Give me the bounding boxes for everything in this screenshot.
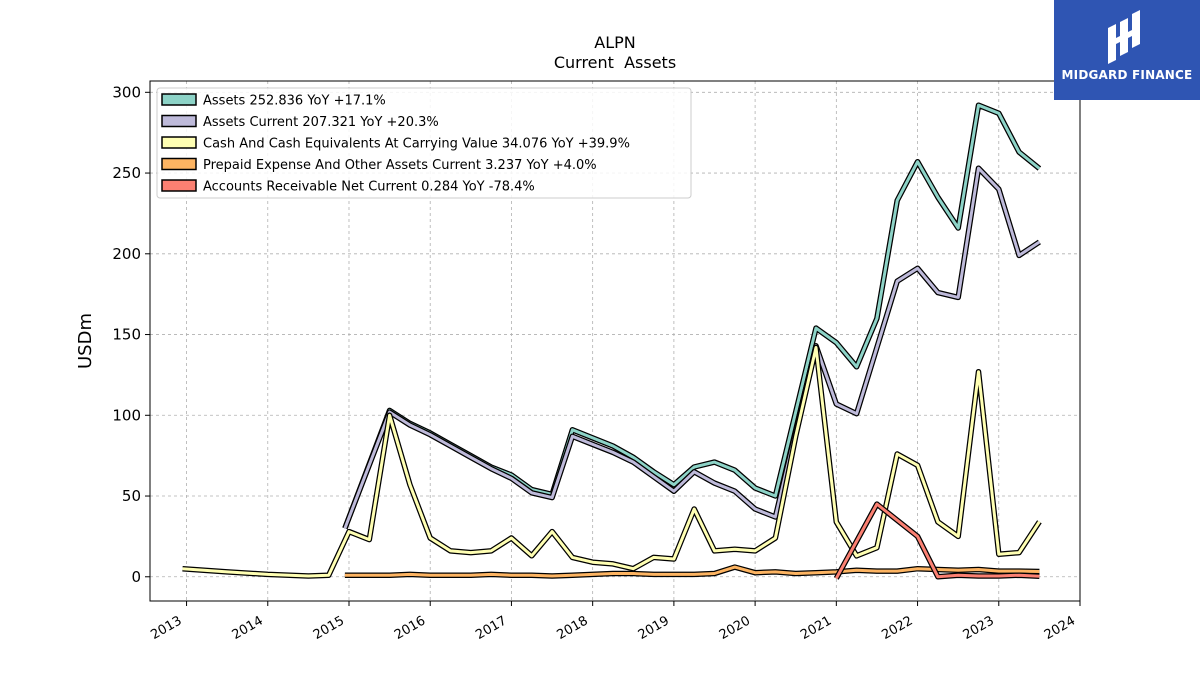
series-2 bbox=[342, 165, 1041, 530]
x-tick-label: 2016 bbox=[392, 613, 428, 643]
y-tick-label: 250 bbox=[112, 164, 141, 182]
x-tick-label: 2013 bbox=[148, 613, 184, 643]
legend-entry: Cash And Cash Equivalents At Carrying Va… bbox=[203, 137, 630, 152]
legend-entry: Assets 252.836 YoY +17.1% bbox=[203, 94, 386, 109]
x-tick-label: 2022 bbox=[879, 613, 915, 643]
y-tick-label: 150 bbox=[112, 326, 141, 344]
midgard-finance-logo: MIDGARD FINANCE bbox=[1054, 0, 1200, 100]
y-tick-label: 50 bbox=[122, 487, 141, 505]
x-tick-label: 2015 bbox=[311, 613, 347, 643]
legend-entry: Prepaid Expense And Other Assets Current… bbox=[203, 158, 597, 173]
legend-entry: Accounts Receivable Net Current 0.284 Yo… bbox=[203, 180, 535, 195]
series-line bbox=[344, 565, 1040, 578]
y-tick-label: 300 bbox=[112, 83, 141, 101]
legend-swatch bbox=[161, 157, 197, 171]
chart-title: ALPN bbox=[594, 33, 635, 52]
x-tick-label: 2017 bbox=[473, 613, 509, 643]
x-tick-label: 2024 bbox=[1042, 613, 1078, 643]
x-tick-label: 2019 bbox=[636, 613, 672, 643]
legend-swatch bbox=[161, 93, 197, 106]
legend-swatch bbox=[161, 179, 197, 192]
series-5 bbox=[833, 501, 1040, 580]
x-tick-label: 2023 bbox=[961, 613, 997, 643]
y-tick-label: 100 bbox=[112, 406, 141, 424]
series-4 bbox=[344, 564, 1040, 579]
series-line bbox=[343, 166, 1041, 529]
x-tick-label: 2018 bbox=[555, 613, 591, 643]
x-tick-label: 2021 bbox=[798, 613, 834, 643]
legend: Assets 252.836 YoY +17.1% Assets Current … bbox=[156, 87, 692, 199]
logo-mark-icon bbox=[1108, 10, 1140, 64]
legend-swatch bbox=[161, 114, 197, 128]
y-tick-label: 200 bbox=[112, 245, 141, 263]
logo-text: MIDGARD FINANCE bbox=[1061, 68, 1193, 82]
legend-entry: Assets Current 207.321 YoY +20.3% bbox=[203, 115, 439, 130]
y-axis-label: USDm bbox=[75, 313, 96, 369]
series-line bbox=[834, 502, 1040, 580]
x-tick-label: 2020 bbox=[717, 613, 753, 643]
series-3 bbox=[182, 344, 1042, 579]
legend-swatch bbox=[161, 136, 197, 149]
y-tick-label: 0 bbox=[131, 568, 141, 586]
series-layer bbox=[182, 102, 1042, 580]
plot-frame bbox=[149, 80, 1081, 602]
x-tick-label: 2014 bbox=[230, 613, 266, 643]
chart-subtitle: Current Assets bbox=[554, 53, 676, 72]
series-line bbox=[182, 346, 1041, 578]
legend-box bbox=[156, 87, 692, 199]
